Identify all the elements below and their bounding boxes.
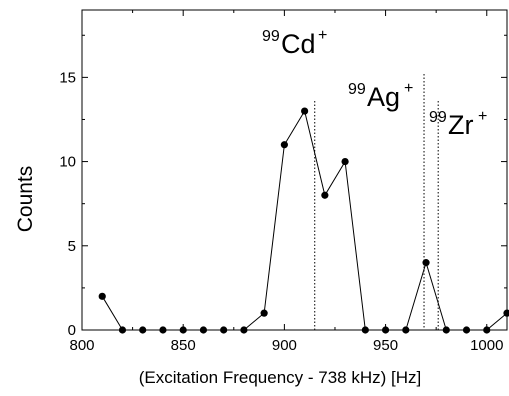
ion-annotations: 99 Cd +99 Ag +99 Zr + bbox=[262, 27, 487, 140]
y-tick-label: 5 bbox=[68, 238, 76, 255]
series-line bbox=[101, 109, 508, 331]
ion-label-zr: 99 Zr + bbox=[429, 108, 487, 140]
x-axis-label: (Excitation Frequency - 738 kHz) [Hz] bbox=[139, 368, 421, 387]
y-tick-label: 10 bbox=[59, 154, 76, 171]
x-tick-label: 850 bbox=[171, 337, 196, 354]
plot-area-border bbox=[81, 9, 508, 331]
axis-labels: (Excitation Frequency - 738 kHz) [Hz] Co… bbox=[14, 166, 421, 387]
axis-ticks: 800 850 900 950 1000 0 5 10 15 bbox=[59, 10, 507, 354]
ion-symbol: Zr bbox=[448, 110, 473, 140]
data-point bbox=[422, 259, 430, 267]
data-point bbox=[321, 191, 329, 199]
data-series bbox=[98, 107, 509, 334]
data-point bbox=[260, 309, 268, 317]
data-point bbox=[341, 157, 349, 166]
ion-charge: + bbox=[478, 108, 487, 125]
x-tick-label: 800 bbox=[69, 337, 94, 354]
data-point bbox=[280, 141, 288, 149]
plot-frame bbox=[81, 9, 508, 331]
ion-symbol: Cd bbox=[281, 29, 316, 59]
reference-lines bbox=[314, 74, 439, 330]
y-axis-label: Counts bbox=[14, 166, 37, 233]
ion-charge: + bbox=[404, 80, 413, 97]
y-tick-label: 15 bbox=[59, 69, 76, 86]
data-point bbox=[301, 107, 309, 115]
ion-mass-number: 99 bbox=[262, 28, 280, 45]
ion-mass-number: 99 bbox=[429, 109, 447, 126]
x-tick-label: 950 bbox=[373, 337, 398, 354]
ion-label-cd: 99 Cd + bbox=[262, 27, 327, 59]
ion-mass-number: 99 bbox=[348, 81, 366, 98]
ion-charge: + bbox=[318, 27, 327, 44]
x-tick-label: 1000 bbox=[470, 337, 503, 354]
ion-label-ag: 99 Ag + bbox=[348, 80, 413, 112]
data-point bbox=[98, 292, 106, 300]
x-tick-label: 900 bbox=[272, 337, 297, 354]
data-point bbox=[503, 309, 509, 317]
ion-symbol: Ag bbox=[367, 82, 400, 112]
y-tick-label: 0 bbox=[68, 322, 76, 339]
